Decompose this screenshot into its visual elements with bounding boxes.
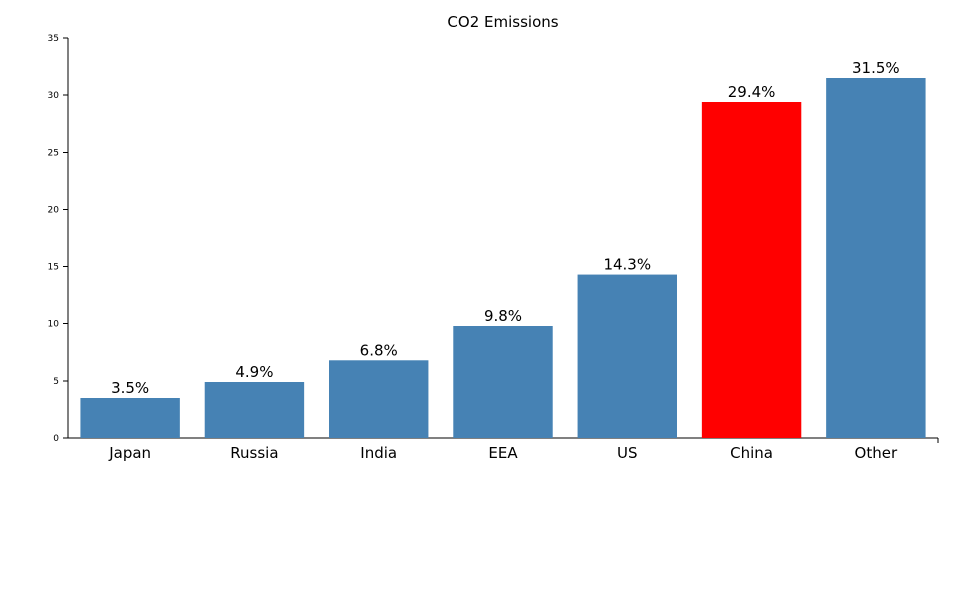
data-label-japan: 3.5%: [111, 379, 149, 397]
data-label-other: 31.5%: [852, 59, 900, 77]
bar-russia: [204, 382, 305, 438]
x-tick-label-india: India: [360, 444, 397, 462]
y-tick-label: 25: [48, 148, 59, 158]
bar-india: [329, 360, 429, 438]
data-label-us: 14.3%: [603, 256, 651, 274]
y-tick-label: 30: [48, 91, 60, 101]
y-tick-label: 35: [48, 34, 59, 44]
x-tick-label-china: China: [730, 444, 773, 462]
y-axis: 0 5 10 15 20 25 30 35: [48, 34, 69, 444]
data-labels: 3.5% 4.9% 6.8% 9.8% 14.3% 29.4% 31.5%: [111, 59, 900, 397]
chart-title: CO2 Emissions: [447, 13, 558, 31]
bar-us: [577, 274, 677, 438]
data-label-china: 29.4%: [728, 83, 776, 101]
data-label-india: 6.8%: [360, 341, 398, 359]
x-tick-label-japan: Japan: [108, 444, 151, 462]
x-tick-label-other: Other: [855, 444, 898, 462]
y-tick-label: 0: [53, 434, 59, 444]
bar-other: [826, 78, 926, 438]
x-tick-label-eea: EEA: [488, 444, 518, 462]
bars: [80, 78, 926, 438]
y-tick-label: 5: [53, 377, 59, 387]
x-tick-label-us: US: [617, 444, 638, 462]
data-label-eea: 9.8%: [484, 307, 522, 325]
y-tick-label: 20: [48, 205, 60, 215]
bar-eea: [453, 326, 553, 438]
bar-china: [701, 102, 802, 438]
bar-japan: [80, 398, 180, 438]
x-axis: Japan Russia India EEA US China Other: [68, 437, 939, 462]
y-tick-label: 15: [48, 263, 59, 273]
data-label-russia: 4.9%: [235, 363, 273, 381]
x-tick-label-russia: Russia: [230, 444, 278, 462]
y-tick-label: 10: [48, 320, 60, 330]
